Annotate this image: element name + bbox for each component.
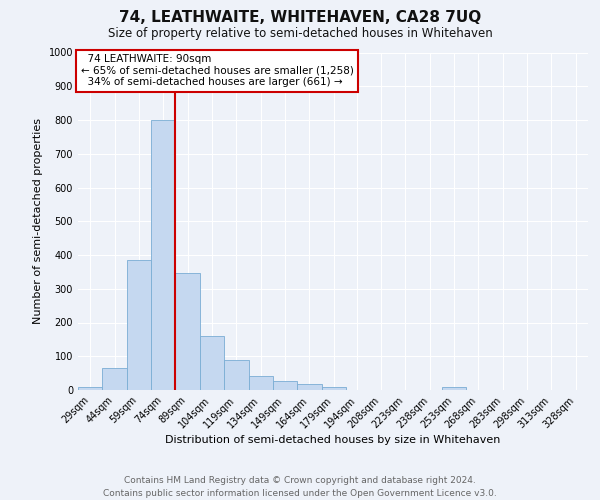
Bar [322, 386, 346, 390]
Bar [151, 120, 175, 390]
Bar [273, 381, 297, 390]
Bar [127, 260, 151, 390]
X-axis label: Distribution of semi-detached houses by size in Whitehaven: Distribution of semi-detached houses by … [166, 436, 500, 446]
Bar [103, 368, 127, 390]
Bar [297, 384, 322, 390]
Text: 74 LEATHWAITE: 90sqm  
← 65% of semi-detached houses are smaller (1,258)
  34% o: 74 LEATHWAITE: 90sqm ← 65% of semi-detac… [80, 54, 353, 88]
Bar [442, 386, 466, 390]
Text: 74, LEATHWAITE, WHITEHAVEN, CA28 7UQ: 74, LEATHWAITE, WHITEHAVEN, CA28 7UQ [119, 10, 481, 25]
Bar [78, 388, 103, 390]
Bar [175, 272, 200, 390]
Bar [200, 336, 224, 390]
Text: Contains HM Land Registry data © Crown copyright and database right 2024.
Contai: Contains HM Land Registry data © Crown c… [103, 476, 497, 498]
Text: Size of property relative to semi-detached houses in Whitehaven: Size of property relative to semi-detach… [107, 28, 493, 40]
Y-axis label: Number of semi-detached properties: Number of semi-detached properties [33, 118, 43, 324]
Bar [224, 360, 248, 390]
Bar [248, 376, 273, 390]
